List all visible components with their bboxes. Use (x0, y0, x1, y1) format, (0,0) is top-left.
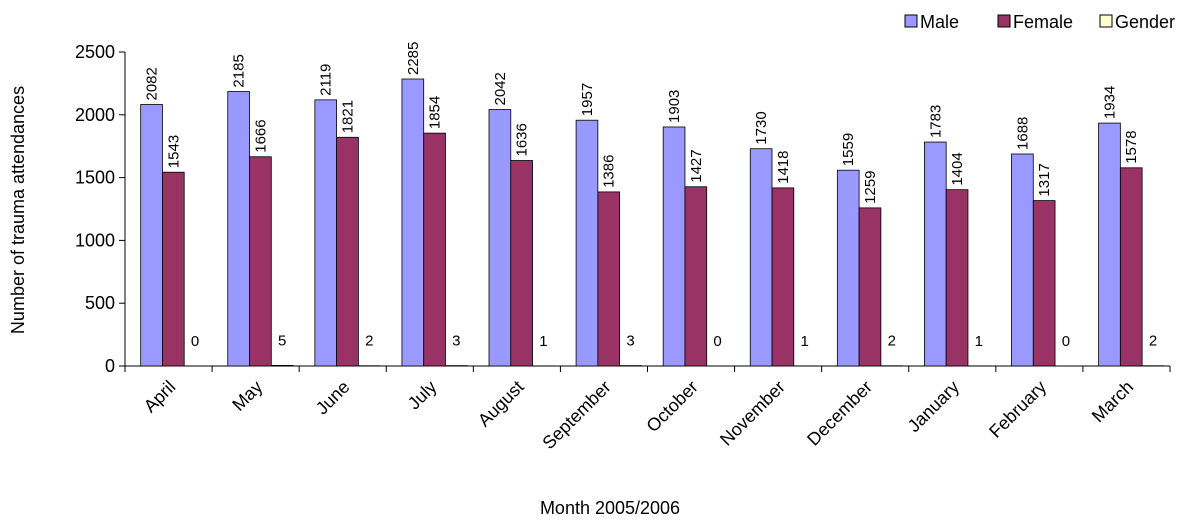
data-label: 2 (365, 333, 373, 350)
x-tick-label: June (312, 377, 354, 419)
bar (945, 189, 969, 367)
y-tick-label: 2500 (75, 42, 115, 62)
x-tick-label: December (803, 377, 876, 450)
data-label: 1543 (165, 135, 182, 168)
x-axis-title: Month 2005/2006 (540, 498, 680, 518)
data-label: 1903 (666, 90, 683, 123)
data-label: 0 (1062, 333, 1070, 350)
data-label: 1 (539, 333, 547, 350)
data-label: 1418 (775, 151, 792, 184)
y-tick-label: 0 (105, 356, 115, 376)
data-label: 3 (452, 333, 460, 350)
x-tick-label: April (140, 377, 180, 417)
x-tick-label: January (904, 377, 963, 436)
x-tick-label: September (538, 377, 614, 453)
data-label: 1404 (949, 152, 966, 185)
data-label: 1427 (688, 149, 705, 182)
data-label: 1730 (753, 111, 770, 144)
data-label: 1854 (427, 96, 444, 129)
data-label: 1259 (862, 170, 879, 203)
bar (270, 364, 294, 367)
data-label: 1559 (840, 133, 857, 166)
bar (684, 186, 708, 367)
y-tick-label: 2000 (75, 105, 115, 125)
bar (836, 169, 860, 367)
legend-label: Gender unknown (1115, 12, 1178, 32)
data-label: 0 (191, 333, 199, 350)
data-label: 1 (801, 333, 809, 350)
bar (1098, 122, 1121, 367)
data-label: 2 (888, 333, 896, 350)
bar (336, 136, 359, 367)
bar (249, 156, 272, 367)
data-label: 2082 (144, 67, 161, 100)
bar (597, 191, 621, 367)
data-label: 1957 (579, 83, 596, 116)
data-label: 1821 (339, 100, 356, 133)
legend-swatch (904, 14, 918, 28)
bar (749, 148, 773, 367)
data-label: 2 (1149, 333, 1157, 350)
bar (771, 187, 795, 367)
bar (488, 109, 512, 367)
bar (858, 207, 882, 367)
data-label: 1 (975, 333, 983, 350)
data-label: 1386 (601, 155, 618, 188)
x-tick-label: October (642, 377, 701, 436)
bar (1032, 200, 1056, 367)
bar (314, 99, 338, 367)
data-label: 2285 (405, 42, 422, 75)
bar (227, 91, 250, 367)
data-label: 1934 (1101, 86, 1118, 119)
bar (575, 119, 599, 367)
data-label: 1578 (1123, 130, 1140, 163)
data-label: 5 (278, 332, 286, 349)
data-label: 1688 (1014, 117, 1031, 150)
y-tick-label: 1500 (75, 168, 115, 188)
x-tick-label: July (404, 377, 441, 414)
data-label: 1666 (252, 119, 269, 152)
data-label: 2185 (231, 54, 248, 87)
y-axis-title: Number of trauma attendances (8, 86, 28, 334)
x-tick-label: February (985, 377, 1050, 442)
bar (401, 78, 425, 367)
data-label: 1783 (927, 105, 944, 138)
y-tick-label: 500 (85, 293, 115, 313)
legend-label: Female (1013, 12, 1073, 32)
data-label: 0 (713, 333, 721, 350)
y-tick-label: 1000 (75, 230, 115, 250)
bar (140, 104, 163, 367)
bar (662, 126, 686, 367)
data-label: 2042 (492, 72, 509, 105)
data-label: 1317 (1036, 163, 1053, 196)
bar (423, 132, 446, 367)
data-label: 3 (626, 333, 634, 350)
x-tick-label: March (1088, 377, 1138, 427)
bar (924, 141, 947, 367)
bar (162, 171, 185, 367)
bar (1119, 167, 1143, 367)
legend-swatch (1099, 14, 1113, 28)
legend-swatch (997, 14, 1011, 28)
data-label: 1636 (514, 123, 531, 156)
x-tick-label: November (716, 377, 789, 450)
x-tick-label: August (474, 377, 528, 431)
x-tick-label: May (228, 377, 266, 415)
bar (1011, 153, 1034, 367)
data-label: 2119 (318, 64, 335, 96)
legend-label: Male (920, 12, 959, 32)
bar (510, 160, 533, 367)
